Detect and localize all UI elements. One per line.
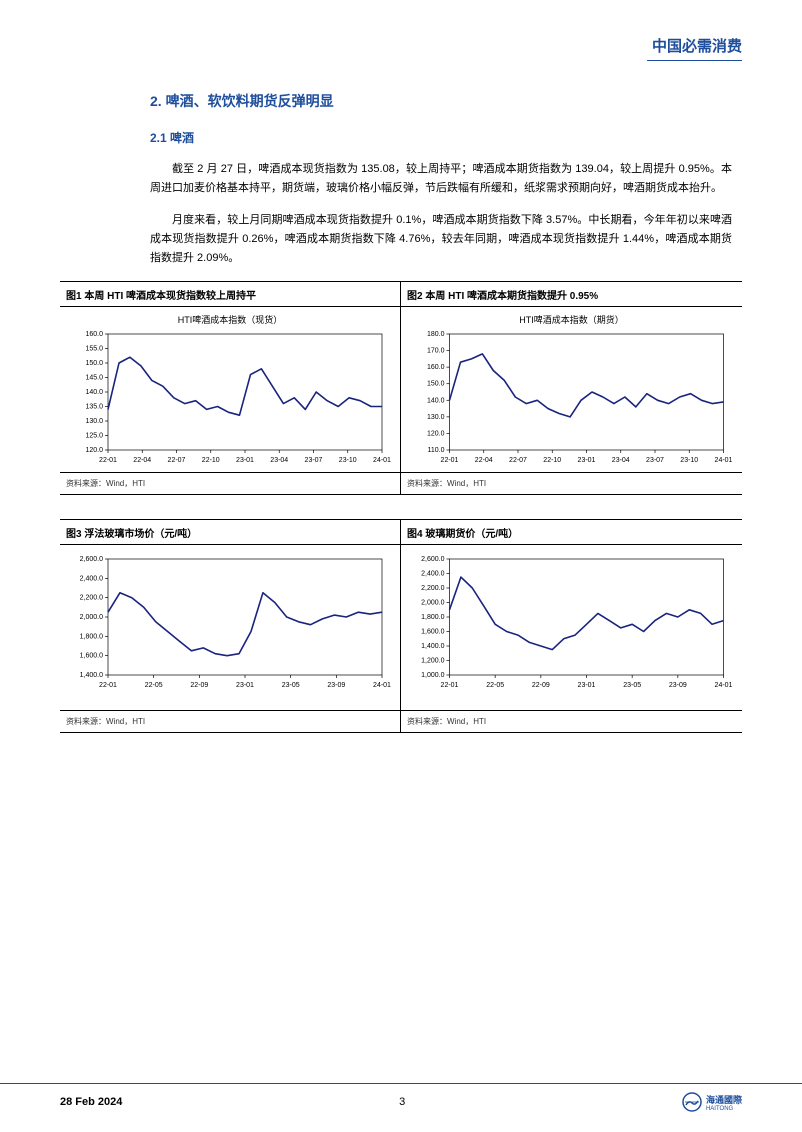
svg-text:2,200.0: 2,200.0 xyxy=(80,595,103,602)
svg-text:2,000.0: 2,000.0 xyxy=(80,614,103,621)
svg-text:2,400.0: 2,400.0 xyxy=(80,576,103,583)
svg-text:145.0: 145.0 xyxy=(85,375,103,382)
svg-text:23-01: 23-01 xyxy=(578,682,596,689)
svg-text:1,000.0: 1,000.0 xyxy=(421,672,444,679)
footer-logo-sub: HAITONG xyxy=(706,1106,742,1112)
svg-text:24-01: 24-01 xyxy=(715,682,733,689)
svg-text:22-05: 22-05 xyxy=(486,682,504,689)
chart3-source: 资料来源：Wind，HTI xyxy=(60,710,400,732)
svg-text:135.0: 135.0 xyxy=(85,404,103,411)
footer-logo: 海通國際 HAITONG xyxy=(682,1092,742,1112)
svg-text:170.0: 170.0 xyxy=(427,348,445,355)
svg-text:23-01: 23-01 xyxy=(236,457,254,464)
svg-text:23-10: 23-10 xyxy=(680,457,698,464)
chart-grid-row-2: 图3 浮法玻璃市场价（元/吨） 1,400.0 1,600.0 1,800.0 2,0… xyxy=(60,519,742,733)
svg-text:2,600.0: 2,600.0 xyxy=(80,556,103,563)
haitong-logo-icon xyxy=(682,1092,702,1112)
svg-text:24-01: 24-01 xyxy=(715,457,733,464)
svg-text:120.0: 120.0 xyxy=(427,431,445,438)
footer-page-number: 3 xyxy=(399,1096,405,1108)
svg-text:1,400.0: 1,400.0 xyxy=(80,672,103,679)
svg-text:23-01: 23-01 xyxy=(578,457,596,464)
chart-grid-row-1: 图1 本周 HTI 啤酒成本现货指数较上周持平 HTI啤酒成本指数（现货） 12… xyxy=(60,281,742,495)
svg-text:160.0: 160.0 xyxy=(427,365,445,372)
chart2-subtitle: HTI啤酒成本指数（期货） xyxy=(405,313,738,326)
svg-text:23-04: 23-04 xyxy=(270,457,288,464)
svg-text:22-01: 22-01 xyxy=(441,457,459,464)
chart2-caption: 图2 本周 HTI 啤酒成本期货指数提升 0.95% xyxy=(401,282,742,307)
chart1-svg: 120.0 125.0 130.0 135.0 140.0 145.0 150.0 155.0… xyxy=(64,328,396,468)
svg-text:22-07: 22-07 xyxy=(168,457,186,464)
svg-text:1,600.0: 1,600.0 xyxy=(80,653,103,660)
chart3-svg: 1,400.0 1,600.0 1,800.0 2,000.0 2,200.0 2,400… xyxy=(64,553,396,693)
svg-text:23-01: 23-01 xyxy=(236,682,254,689)
svg-text:155.0: 155.0 xyxy=(85,346,103,353)
svg-text:110.0: 110.0 xyxy=(428,447,445,454)
svg-text:24-01: 24-01 xyxy=(373,682,391,689)
chart4-source: 资料来源：Wind，HTI xyxy=(401,710,742,732)
svg-text:2,000.0: 2,000.0 xyxy=(421,600,444,607)
svg-text:130.0: 130.0 xyxy=(427,414,445,421)
svg-text:2,400.0: 2,400.0 xyxy=(421,571,444,578)
svg-text:22-09: 22-09 xyxy=(190,682,208,689)
svg-text:22-10: 22-10 xyxy=(543,457,561,464)
svg-text:2,600.0: 2,600.0 xyxy=(421,556,444,563)
chart1-caption: 图1 本周 HTI 啤酒成本现货指数较上周持平 xyxy=(60,282,400,307)
chart1-subtitle: HTI啤酒成本指数（现货） xyxy=(64,313,396,326)
chart-cell-3: 图3 浮法玻璃市场价（元/吨） 1,400.0 1,600.0 1,800.0 2,0… xyxy=(60,520,401,733)
svg-text:1,600.0: 1,600.0 xyxy=(421,629,444,636)
svg-text:22-10: 22-10 xyxy=(202,457,220,464)
paragraph-1: 截至 2 月 27 日，啤酒成本现货指数为 135.08，较上周持平；啤酒成本期… xyxy=(150,160,732,197)
chart2-source: 资料来源：Wind，HTI xyxy=(401,472,742,494)
svg-text:23-05: 23-05 xyxy=(623,682,641,689)
footer-date: 28 Feb 2024 xyxy=(60,1096,122,1108)
chart-cell-4: 图4 玻璃期货价（元/吨） 1,000.0 1,200.0 1,400.0 1,600… xyxy=(401,520,742,733)
svg-text:23-09: 23-09 xyxy=(669,682,687,689)
svg-text:22-04: 22-04 xyxy=(475,457,493,464)
subsection-heading: 2.1 啤酒 xyxy=(150,129,732,146)
svg-text:24-01: 24-01 xyxy=(373,457,391,464)
chart4-caption: 图4 玻璃期货价（元/吨） xyxy=(401,520,742,545)
svg-text:2,200.0: 2,200.0 xyxy=(421,585,444,592)
title-underline xyxy=(647,60,742,61)
svg-text:1,400.0: 1,400.0 xyxy=(421,643,444,650)
svg-text:130.0: 130.0 xyxy=(85,418,103,425)
svg-text:22-09: 22-09 xyxy=(532,682,550,689)
svg-text:23-10: 23-10 xyxy=(339,457,357,464)
svg-text:150.0: 150.0 xyxy=(85,360,103,367)
svg-text:23-05: 23-05 xyxy=(282,682,300,689)
svg-text:125.0: 125.0 xyxy=(85,433,103,440)
section-heading: 2. 啤酒、软饮料期货反弹明显 xyxy=(150,91,732,111)
svg-text:22-01: 22-01 xyxy=(441,682,459,689)
svg-text:160.0: 160.0 xyxy=(85,331,103,338)
svg-text:22-07: 22-07 xyxy=(509,457,527,464)
svg-text:22-05: 22-05 xyxy=(145,682,163,689)
svg-text:22-01: 22-01 xyxy=(99,457,117,464)
page-footer: 28 Feb 2024 3 海通國際 HAITONG xyxy=(0,1083,802,1112)
chart3-caption: 图3 浮法玻璃市场价（元/吨） xyxy=(60,520,400,545)
svg-text:140.0: 140.0 xyxy=(427,398,445,405)
page-category-title: 中国必需消费 xyxy=(60,35,742,56)
svg-text:120.0: 120.0 xyxy=(85,447,103,454)
svg-text:23-07: 23-07 xyxy=(646,457,664,464)
svg-text:23-07: 23-07 xyxy=(305,457,323,464)
svg-text:23-04: 23-04 xyxy=(612,457,630,464)
svg-text:22-01: 22-01 xyxy=(99,682,117,689)
svg-text:150.0: 150.0 xyxy=(427,381,445,388)
svg-text:140.0: 140.0 xyxy=(85,389,103,396)
svg-text:23-09: 23-09 xyxy=(327,682,345,689)
svg-text:1,800.0: 1,800.0 xyxy=(421,614,444,621)
chart-cell-1: 图1 本周 HTI 啤酒成本现货指数较上周持平 HTI啤酒成本指数（现货） 12… xyxy=(60,282,401,495)
svg-text:22-04: 22-04 xyxy=(133,457,151,464)
footer-logo-text: 海通國際 xyxy=(706,1093,742,1106)
svg-text:1,800.0: 1,800.0 xyxy=(80,634,103,641)
chart1-source: 资料来源：Wind，HTI xyxy=(60,472,400,494)
chart2-svg: 110.0 120.0 130.0 140.0 150.0 160.0 170.0 180.0… xyxy=(405,328,738,468)
paragraph-2: 月度来看，较上月同期啤酒成本现货指数提升 0.1%，啤酒成本期货指数下降 3.5… xyxy=(150,211,732,267)
chart4-svg: 1,000.0 1,200.0 1,400.0 1,600.0 1,800.0 2,000… xyxy=(405,553,738,693)
svg-text:180.0: 180.0 xyxy=(427,331,445,338)
svg-text:1,200.0: 1,200.0 xyxy=(421,658,444,665)
chart-cell-2: 图2 本周 HTI 啤酒成本期货指数提升 0.95% HTI啤酒成本指数（期货）… xyxy=(401,282,742,495)
